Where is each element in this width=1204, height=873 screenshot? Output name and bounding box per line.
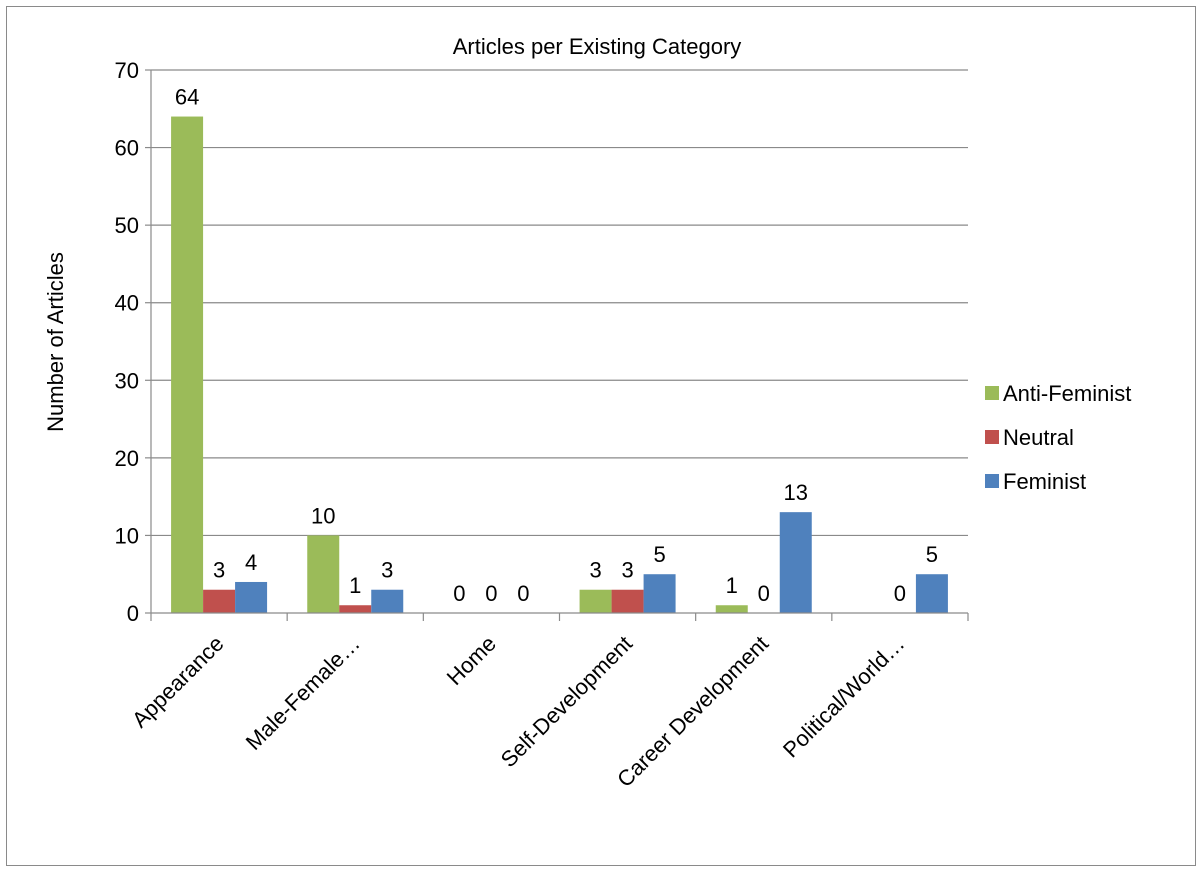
y-axis-label: Number of Articles (43, 252, 68, 432)
legend-swatch (985, 430, 999, 444)
bar (579, 589, 612, 613)
x-category-label: Career Development (612, 631, 773, 792)
x-axis: Appearance Male-Female… HomeSelf-Developme… (127, 612, 969, 792)
bar (371, 589, 404, 613)
bar (307, 535, 340, 613)
legend-swatch (985, 474, 999, 488)
data-label: 3 (589, 558, 601, 583)
x-category-label: Male-Female… (241, 631, 365, 755)
data-label: 0 (485, 581, 497, 606)
y-tick-label: 20 (115, 446, 139, 471)
y-tick-label: 0 (127, 601, 139, 626)
x-category-label: Political/World… (778, 631, 910, 763)
bar (203, 589, 236, 613)
data-label: 4 (245, 550, 257, 575)
bars (171, 116, 948, 614)
legend-label: Neutral (1003, 425, 1074, 450)
bar (235, 581, 268, 613)
data-label: 0 (517, 581, 529, 606)
bar (915, 574, 948, 613)
bar (779, 512, 812, 613)
data-label: 64 (175, 85, 199, 110)
data-label: 3 (213, 558, 225, 583)
data-label: 0 (894, 581, 906, 606)
data-label: 0 (453, 581, 465, 606)
y-tick-label: 50 (115, 213, 139, 238)
legend: Anti-Feminist Neutral Feminist (985, 381, 1131, 494)
y-tick-label: 10 (115, 523, 139, 548)
data-label: 13 (784, 480, 808, 505)
x-category-label: Self-Development (496, 631, 637, 772)
data-label: 3 (381, 558, 393, 583)
data-label: 10 (311, 503, 335, 528)
gridlines (151, 69, 968, 537)
data-label: 1 (726, 573, 738, 598)
bar (715, 605, 748, 613)
x-category-label: Appearance (127, 631, 229, 733)
data-label: 5 (653, 542, 665, 567)
y-axis-ticks: 0 10 20 30 40 50 60 70 (115, 58, 152, 626)
data-label: 5 (926, 542, 938, 567)
bar (643, 574, 676, 613)
legend-swatch (985, 386, 999, 400)
data-label: 1 (349, 573, 361, 598)
legend-label: Feminist (1003, 469, 1086, 494)
data-label: 0 (758, 581, 770, 606)
bar (339, 605, 372, 613)
bar (611, 589, 644, 613)
y-tick-label: 70 (115, 58, 139, 83)
bar (171, 116, 204, 614)
chart-title: Articles per Existing Category (453, 34, 742, 59)
y-tick-label: 60 (115, 136, 139, 161)
data-label: 3 (621, 558, 633, 583)
y-tick-label: 30 (115, 368, 139, 393)
x-category-label: Home (442, 631, 501, 690)
y-tick-label: 40 (115, 291, 139, 316)
legend-label: Anti-Feminist (1003, 381, 1131, 406)
